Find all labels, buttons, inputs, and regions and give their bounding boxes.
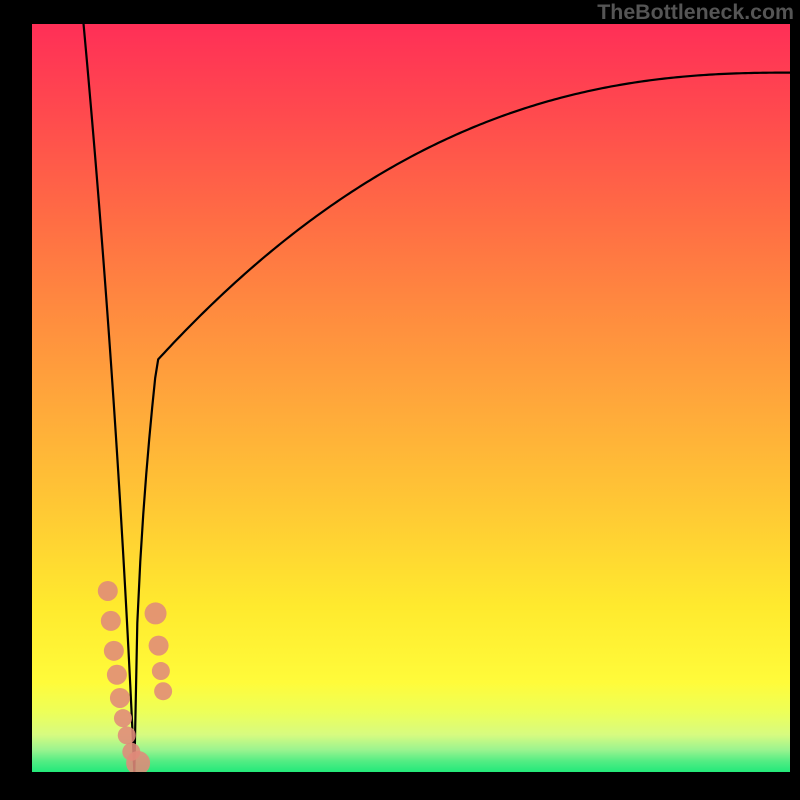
watermark-text: TheBottleneck.com xyxy=(597,0,794,25)
chart-frame xyxy=(0,0,800,800)
curve-layer xyxy=(32,24,790,772)
data-marker xyxy=(107,665,127,685)
data-marker xyxy=(98,581,118,601)
data-marker xyxy=(154,682,172,700)
data-marker xyxy=(104,641,124,661)
data-marker xyxy=(101,611,121,631)
data-marker xyxy=(110,688,130,708)
data-marker xyxy=(114,709,132,727)
data-marker xyxy=(145,602,167,624)
plot-area xyxy=(32,24,790,772)
data-marker xyxy=(152,662,170,680)
data-marker xyxy=(149,636,169,656)
data-marker xyxy=(118,726,136,744)
bottleneck-curve xyxy=(84,24,790,772)
